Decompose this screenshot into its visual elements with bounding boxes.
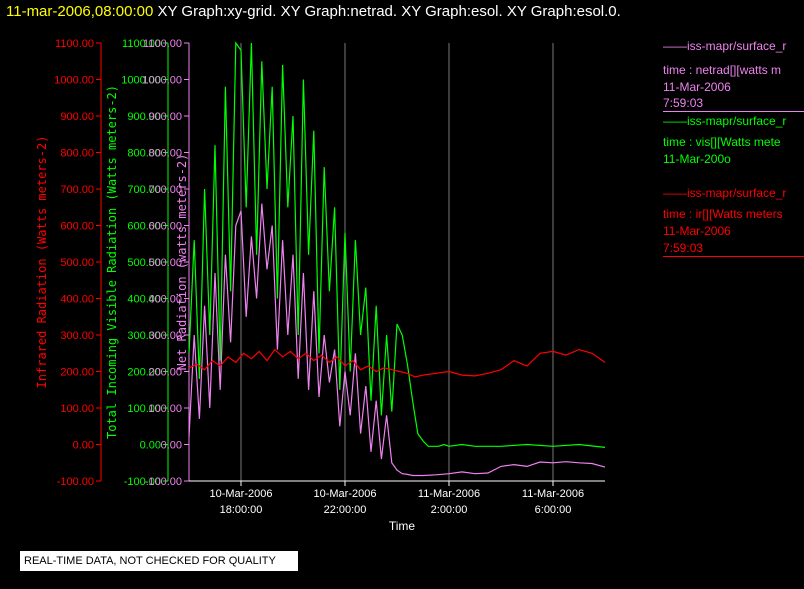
net-y-tick-label: 500.00 (148, 257, 182, 269)
infrared-y-tick-label: 700.00 (60, 184, 94, 196)
net-y-tick-label: 400.00 (148, 294, 182, 306)
infrared-y-tick-label: 500.00 (60, 257, 94, 269)
legend-infrared-line1: ——iss-mapr/surface_r (663, 186, 787, 200)
legend-infrared-line3: 11-Mar-2006 (663, 224, 731, 238)
infrared-y-tick-label: 100.00 (60, 403, 94, 415)
net-y-tick-label: 1000.00 (142, 75, 182, 87)
x-tick-label-time: 2:00:00 (431, 504, 468, 516)
x-tick-label-time: 22:00:00 (324, 504, 367, 516)
legend-visible-line1: ——iss-mapr/surface_r (663, 114, 787, 128)
infrared-y-tick-label: 600.00 (60, 221, 94, 233)
visible-y-tick-label: 1100.00 (122, 38, 161, 50)
x-tick-label-date: 11-Mar-2006 (418, 488, 480, 500)
legend-visible-line3: 11-Mar-200o (663, 152, 731, 166)
visible-y-tick-label: 1000.00 (121, 75, 161, 87)
x-tick-label-date: 11-Mar-2006 (522, 488, 584, 500)
legend-net-line2: time : netrad[][watts m (663, 63, 782, 77)
legend-infrared-line4: 7:59:03 (663, 241, 704, 255)
net-y-tick-label: -100.00 (145, 476, 182, 488)
net-y-tick-label: 900.00 (148, 111, 182, 123)
infrared-y-axis-label: Infrared Radiation (Watts meters-2) (35, 136, 49, 389)
visible-y-tick-label: 300.00 (127, 330, 161, 342)
infrared-y-tick-label: 0.00 (73, 440, 94, 452)
net-series-line (188, 203, 606, 477)
visible-y-tick-label: 800.00 (127, 148, 161, 160)
legend-net-line1: ——iss-mapr/surface_r (663, 39, 787, 53)
infrared-series-line (188, 348, 606, 378)
legend-net-line3: 11-Mar-2006 (663, 80, 731, 94)
header-bar: 11-mar-2006,08:00:00 XY Graph:xy-grid. X… (6, 3, 621, 20)
visible-y-tick-label: 600.00 (127, 221, 161, 233)
visible-series-line (188, 41, 606, 448)
x-tick-label-date: 10-Mar-2006 (210, 488, 273, 500)
visible-y-tick-label: 700.00 (127, 184, 161, 196)
visible-y-tick-label: 500.00 (127, 257, 161, 269)
net-y-tick-label: 1100.00 (143, 38, 182, 50)
infrared-y-tick-label: -100.00 (57, 476, 94, 488)
infrared-y-tick-label: 1000.00 (54, 75, 94, 87)
x-axis-label: Time (389, 519, 416, 533)
visible-y-tick-label: 0.00 (140, 440, 161, 452)
net-y-tick-label: 200.00 (148, 367, 182, 379)
infrared-y-tick-label: 200.00 (60, 367, 94, 379)
x-tick-label-time: 18:00:00 (220, 504, 263, 516)
x-tick-label-time: 6:00:00 (535, 504, 572, 516)
infrared-y-tick-label: 400.00 (60, 294, 94, 306)
legend-infrared-divider (663, 256, 804, 257)
infrared-y-tick-label: 1100.00 (55, 38, 94, 50)
net-y-tick-label: 700.00 (148, 184, 182, 196)
net-y-tick-label: 0.00 (161, 440, 182, 452)
quality-notice: REAL-TIME DATA, NOT CHECKED FOR QUALITY (20, 551, 298, 571)
net-y-tick-label: 300.00 (148, 330, 182, 342)
legend-net-line4: 7:59:03 (663, 96, 704, 110)
timestamp: 11-mar-2006,08:00:00 (6, 3, 154, 20)
net-y-axis-label: Net Radiation (watts meters-2) (175, 154, 189, 371)
visible-y-tick-label: 900.00 (127, 111, 161, 123)
infrared-y-tick-label: 900.00 (60, 111, 94, 123)
x-tick-label-date: 10-Mar-2006 (314, 488, 377, 500)
net-y-tick-label: 100.00 (148, 403, 182, 415)
visible-y-axis-label: Total Incoming Visible Radiation (Watts … (105, 85, 119, 439)
infrared-y-tick-label: 800.00 (60, 148, 94, 160)
visible-y-tick-label: 400.00 (127, 294, 161, 306)
legend-visible-line2: time : vis[][Watts mete (663, 135, 781, 149)
net-y-tick-label: 600.00 (148, 221, 182, 233)
visible-y-tick-label: 100.00 (127, 403, 161, 415)
legend-infrared-line2: time : ir[][Watts meters (663, 207, 783, 221)
infrared-y-tick-label: 300.00 (60, 330, 94, 342)
legend-net-divider (663, 111, 804, 112)
visible-y-tick-label: 200.00 (127, 367, 161, 379)
visible-y-tick-label: -100.00 (124, 476, 161, 488)
net-y-tick-label: 800.00 (148, 148, 182, 160)
graph-list: XY Graph:xy-grid. XY Graph:netrad. XY Gr… (157, 3, 621, 20)
